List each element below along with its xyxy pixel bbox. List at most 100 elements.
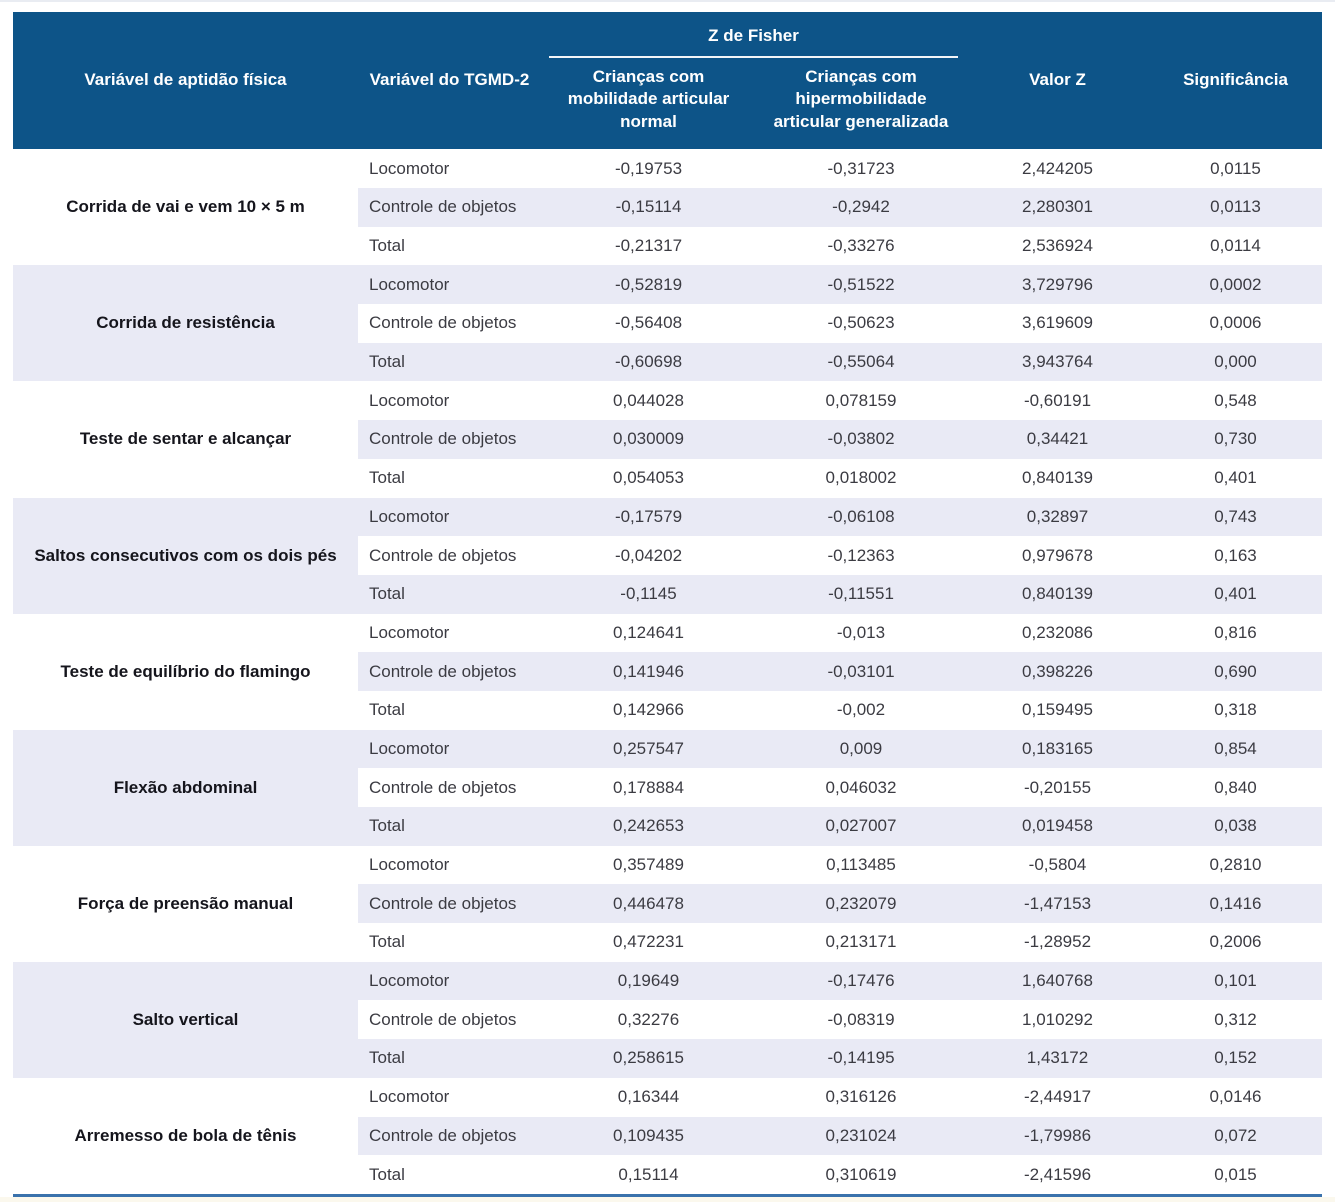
- valor-z-cell: 2,280301: [966, 188, 1149, 227]
- table-row: Total 0,258615 -0,14195 1,43172 0,152: [13, 1039, 1322, 1078]
- fisher-normal-value-cell: -0,60698: [541, 342, 756, 382]
- tgmd-variable-cell: Controle de objetos: [358, 768, 541, 807]
- table-row: Controle de objetos 0,109435 0,231024 -1,79…: [13, 1116, 1322, 1156]
- fisher-normal-value-cell: -0,56408: [541, 304, 756, 343]
- fitness-variable-label: Saltos consecutivos com os dois pés: [13, 497, 358, 614]
- fisher-hyper-value-cell: 0,232079: [756, 884, 966, 924]
- tgmd-variable-cell: Locomotor: [358, 381, 541, 421]
- fisher-hyper-value-cell: -0,14195: [756, 1039, 966, 1078]
- tgmd-variable-cell: Total: [358, 226, 541, 266]
- fisher-normal-value-cell: 0,32276: [541, 1000, 756, 1040]
- valor-z-cell: 3,619609: [966, 304, 1149, 343]
- header-mobilidade-normal: Crianças com mobilidade articular normal: [541, 58, 756, 150]
- fisher-hyper-value-cell: -0,11551: [756, 574, 966, 614]
- tgmd-variable-cell: Locomotor: [358, 613, 541, 653]
- fisher-normal-value-cell: 0,030009: [541, 420, 756, 459]
- fisher-normal-value-cell: -0,19753: [541, 149, 756, 188]
- significancia-cell: 0,101: [1149, 961, 1322, 1001]
- valor-z-cell: 0,32897: [966, 497, 1149, 537]
- fisher-normal-value-cell: 0,124641: [541, 613, 756, 653]
- fisher-hyper-value-cell: -0,51522: [756, 265, 966, 305]
- fisher-normal-value-cell: 0,142966: [541, 690, 756, 730]
- table-row: Controle de objetos 0,141946 -0,03101 0,398…: [13, 652, 1322, 691]
- valor-z-cell: 0,840139: [966, 574, 1149, 614]
- tgmd-variable-cell: Controle de objetos: [358, 884, 541, 924]
- fisher-normal-value-cell: 0,257547: [541, 729, 756, 769]
- tgmd-variable-cell: Total: [358, 1155, 541, 1196]
- tgmd-variable-cell: Locomotor: [358, 729, 541, 769]
- table-row: Corrida de resistência Locomotor -0,52819-…: [13, 265, 1322, 382]
- significancia-cell: 0,318: [1149, 690, 1322, 730]
- fisher-hyper-value-cell: -0,013: [756, 613, 966, 653]
- fisher-normal-value-cell: 0,109435: [541, 1116, 756, 1156]
- fitness-variable-label: Corrida de resistência: [13, 265, 358, 382]
- header-hipermobilidade: Crianças com hipermobilidade articular g…: [756, 58, 966, 150]
- header-valor-z: Valor Z: [966, 12, 1149, 150]
- valor-z-cell: 2,424205: [966, 149, 1149, 188]
- significancia-cell: 0,840: [1149, 768, 1322, 807]
- fisher-hyper-value-cell: 0,009: [756, 729, 966, 769]
- header-tgmd-variable: Variável do TGMD-2: [358, 12, 541, 150]
- fisher-normal-value-cell: 0,472231: [541, 923, 756, 962]
- fitness-variable-label: Teste de sentar e alcançar: [13, 381, 358, 498]
- fisher-normal-value-cell: 0,054053: [541, 458, 756, 498]
- significancia-cell: 0,0002: [1149, 265, 1322, 305]
- significancia-cell: 0,743: [1149, 497, 1322, 537]
- valor-z-cell: 3,943764: [966, 342, 1149, 382]
- tgmd-variable-cell: Locomotor: [358, 1077, 541, 1117]
- significancia-cell: 0,2006: [1149, 923, 1322, 962]
- valor-z-cell: -2,44917: [966, 1077, 1149, 1117]
- table-row: Controle de objetos -0,04202 -0,12363 0,979…: [13, 536, 1322, 575]
- fisher-normal-value-cell: -0,21317: [541, 226, 756, 266]
- tgmd-variable-cell: Locomotor: [358, 265, 541, 305]
- fisher-hyper-value-cell: -0,50623: [756, 304, 966, 343]
- significancia-cell: 0,0113: [1149, 188, 1322, 227]
- fisher-hyper-value-cell: 0,027007: [756, 807, 966, 846]
- fisher-normal-value-cell: -0,1145: [541, 574, 756, 614]
- table-row: Saltos consecutivos com os dois pés Locom…: [13, 497, 1322, 614]
- fisher-hyper-value-cell: -0,55064: [756, 342, 966, 382]
- fisher-normal-value-cell: -0,15114: [541, 188, 756, 227]
- valor-z-cell: 0,232086: [966, 613, 1149, 653]
- table-row: Controle de objetos 0,178884 0,046032 -0,20…: [13, 768, 1322, 807]
- table-row: Controle de objetos -0,15114 -0,2942 2,2803…: [13, 188, 1322, 227]
- footer-strip: [0, 1196, 1335, 1202]
- fitness-variable-label: Teste de equilíbrio do flamingo: [13, 613, 358, 730]
- table-row: Controle de objetos 0,446478 0,232079 -1,47…: [13, 884, 1322, 924]
- table-row: Total -0,60698 -0,55064 3,943764 0,000: [13, 342, 1322, 382]
- fisher-hyper-value-cell: 0,113485: [756, 845, 966, 885]
- tgmd-variable-cell: Total: [358, 1039, 541, 1078]
- valor-z-cell: -2,41596: [966, 1155, 1149, 1196]
- fisher-normal-value-cell: 0,141946: [541, 652, 756, 691]
- fisher-normal-value-cell: -0,17579: [541, 497, 756, 537]
- tgmd-variable-cell: Controle de objetos: [358, 188, 541, 227]
- significancia-cell: 0,730: [1149, 420, 1322, 459]
- significancia-cell: 0,000: [1149, 342, 1322, 382]
- fisher-normal-value-cell: 0,242653: [541, 807, 756, 846]
- tgmd-variable-cell: Controle de objetos: [358, 304, 541, 343]
- valor-z-cell: 2,536924: [966, 226, 1149, 266]
- fitness-variable-label: Flexão abdominal: [13, 729, 358, 846]
- table-row: Total -0,21317 -0,33276 2,536924 0,0114: [13, 226, 1322, 266]
- fisher-z-results-table: Variável de aptidão física Variável do T…: [13, 12, 1322, 1197]
- fisher-normal-value-cell: 0,446478: [541, 884, 756, 924]
- fisher-hyper-value-cell: -0,2942: [756, 188, 966, 227]
- fitness-variable-label: Corrida de vai e vem 10 × 5 m: [13, 149, 358, 266]
- significancia-cell: 0,2810: [1149, 845, 1322, 885]
- tgmd-variable-cell: Controle de objetos: [358, 420, 541, 459]
- table-row: Flexão abdominal Locomotor 0,257547 0,009 0,…: [13, 729, 1322, 846]
- z-de-fisher-label: Z de Fisher: [549, 25, 958, 58]
- header-fitness-variable: Variável de aptidão física: [13, 12, 358, 150]
- header-z-de-fisher-group: Z de Fisher: [541, 12, 966, 58]
- table-row: Total 0,054053 0,018002 0,840139 0,401: [13, 458, 1322, 498]
- tgmd-variable-cell: Total: [358, 690, 541, 730]
- significancia-cell: 0,690: [1149, 652, 1322, 691]
- significancia-cell: 0,0115: [1149, 149, 1322, 188]
- table-row: Corrida de vai e vem 10 × 5 m Locomotor -0…: [13, 149, 1322, 266]
- valor-z-cell: -0,60191: [966, 381, 1149, 421]
- tgmd-variable-cell: Total: [358, 807, 541, 846]
- significancia-cell: 0,401: [1149, 574, 1322, 614]
- fisher-normal-value-cell: 0,19649: [541, 961, 756, 1001]
- valor-z-cell: 0,019458: [966, 807, 1149, 846]
- fitness-variable-label: Salto vertical: [13, 961, 358, 1078]
